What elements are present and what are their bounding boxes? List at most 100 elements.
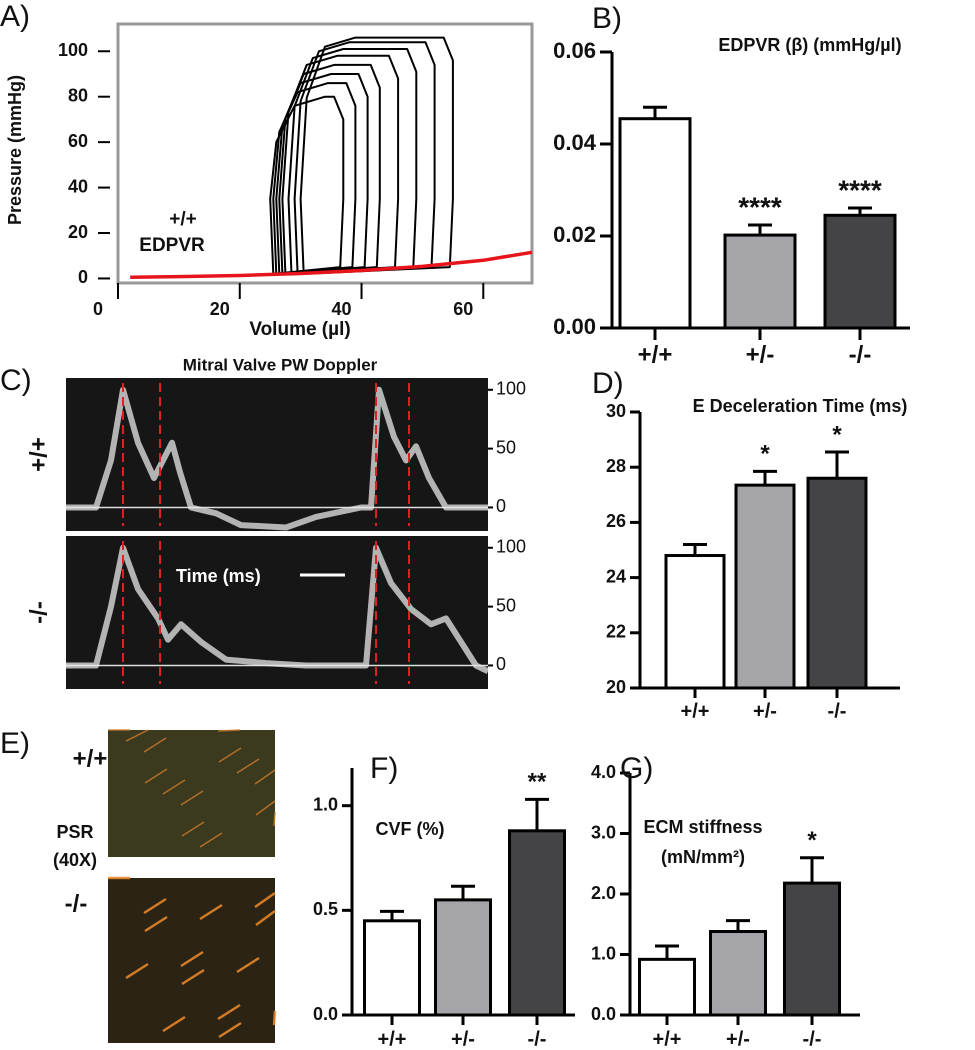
line-series — [287, 48, 418, 275]
error-bar — [380, 909, 404, 921]
chart-title: E Deceleration Time (ms) — [693, 396, 908, 416]
y-tick-label: 0.06 — [553, 38, 596, 63]
x-tick-label: +/- — [746, 341, 775, 368]
y-tick-label: 2.0 — [591, 883, 616, 903]
line-series — [275, 73, 369, 275]
panel-label: G) — [620, 752, 653, 785]
fiber — [180, 950, 204, 968]
fiber — [181, 968, 205, 986]
bar — [434, 898, 492, 1017]
y-tick-label: 22 — [606, 622, 626, 642]
fiber — [218, 1021, 242, 1039]
doppler-trace — [66, 544, 490, 675]
y-tick-label: 4.0 — [591, 762, 616, 782]
line-series — [299, 36, 454, 275]
y-axis-title: Pressure (mmHg) — [5, 75, 25, 225]
bar — [723, 233, 797, 330]
y-tick-label: 1.0 — [313, 794, 338, 814]
panel-label: E) — [0, 727, 30, 760]
x-tick-label: -/- — [849, 341, 872, 368]
significance: * — [760, 441, 770, 468]
bar — [806, 476, 868, 690]
x-tick-label: 0 — [93, 299, 103, 319]
y-tick-label: 30 — [606, 401, 626, 421]
x-tick-label: +/- — [451, 1028, 475, 1050]
panel-label: C) — [0, 364, 32, 397]
line-series — [272, 82, 357, 275]
significance: **** — [738, 191, 782, 222]
y-tick-label: 0 — [496, 654, 506, 674]
y-tick-label: 0.00 — [553, 314, 596, 339]
y-tick-label: 0 — [78, 267, 88, 287]
bar — [363, 919, 421, 1017]
fiber — [181, 821, 205, 837]
panel-label: F) — [370, 752, 398, 785]
fiber — [162, 1015, 186, 1033]
fiber — [144, 768, 168, 784]
significance: * — [807, 827, 817, 854]
y-tick-label: 40 — [68, 176, 88, 196]
x-tick-label: +/+ — [378, 1028, 407, 1050]
error-bar — [753, 469, 777, 486]
x-tick-label: +/- — [753, 700, 777, 722]
chart-title: EDPVR (β) (mmHg/µl) — [718, 35, 901, 55]
fiber — [144, 915, 168, 933]
fiber — [272, 1010, 277, 1026]
error-bar — [525, 797, 549, 831]
y-tick-label: 0 — [496, 496, 506, 516]
chart-title: Mitral Valve PW Doppler — [183, 355, 378, 374]
panel-label: D) — [592, 367, 624, 400]
x-tick-label: +/+ — [653, 1028, 682, 1050]
bar — [783, 881, 841, 1017]
error-bar — [643, 105, 667, 119]
fiber — [218, 747, 242, 763]
x-tick-label: +/+ — [638, 341, 673, 368]
fiber — [125, 729, 149, 742]
micrograph — [108, 730, 275, 857]
annotation: +/+ — [169, 209, 196, 230]
y-tick-label: 1.0 — [591, 943, 616, 963]
chart-title: CVF (%) — [376, 819, 445, 839]
x-tick-label: +/- — [726, 1028, 750, 1050]
x-tick-label: +/+ — [681, 700, 710, 722]
panel-label: B) — [592, 2, 622, 35]
error-bar — [726, 919, 750, 932]
error-bar — [800, 856, 824, 884]
row-label: +/+ — [73, 745, 108, 772]
y-tick-label: 0.5 — [313, 899, 338, 919]
y-tick-label: 24 — [606, 566, 626, 586]
chart-title: (mN/mm²) — [661, 847, 745, 867]
fiber — [255, 909, 276, 927]
fiber — [236, 758, 260, 774]
line-series — [281, 54, 400, 275]
fiber — [254, 769, 276, 785]
bar — [734, 483, 796, 690]
y-tick-label: 0.0 — [591, 1004, 616, 1024]
fiber — [199, 832, 223, 848]
y-tick-label: 0.04 — [553, 130, 597, 155]
chart-title: ECM stiffness — [643, 817, 762, 837]
x-tick-label: -/- — [528, 1028, 547, 1050]
significance: **** — [838, 174, 882, 205]
fiber — [143, 737, 167, 753]
line-series — [278, 63, 381, 275]
y-tick-label: 60 — [68, 131, 88, 151]
bar — [709, 930, 767, 1017]
error-bar — [655, 944, 679, 960]
fiber — [162, 779, 186, 795]
fiber — [217, 729, 241, 732]
fiber — [217, 1003, 241, 1021]
y-tick-label: 50 — [496, 437, 516, 457]
fiber — [180, 790, 204, 806]
panel-label: A) — [0, 0, 30, 33]
fiber — [273, 811, 276, 827]
x-axis-title: Volume (µl) — [249, 319, 350, 340]
y-tick-label: 100 — [496, 379, 526, 399]
annotation: EDPVR — [139, 235, 205, 256]
stain-label: PSR — [56, 822, 93, 842]
y-tick-label: 20 — [606, 677, 626, 697]
bar — [664, 554, 726, 690]
y-tick-label: 0.0 — [313, 1004, 338, 1024]
